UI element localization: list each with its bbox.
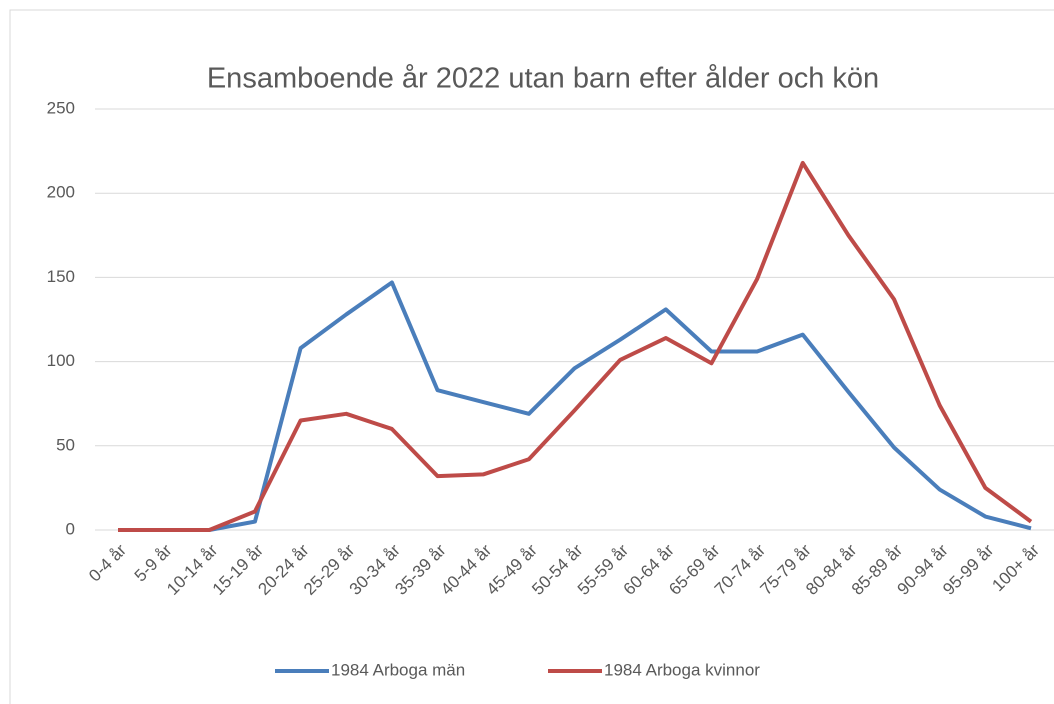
y-tick-label: 50 xyxy=(56,435,75,454)
chart-title: Ensamboende år 2022 utan barn efter ålde… xyxy=(207,63,879,95)
y-tick-label: 100 xyxy=(47,351,75,370)
y-tick-label: 200 xyxy=(47,183,75,202)
line-series xyxy=(118,160,1033,532)
chart-border xyxy=(9,9,1054,704)
legend-label: 1984 Arboga kvinnor xyxy=(604,660,760,679)
y-tick-label: 150 xyxy=(47,267,75,286)
y-tick-label: 0 xyxy=(66,519,75,538)
legend-label: 1984 Arboga män xyxy=(331,660,465,679)
line-series xyxy=(118,280,1032,532)
y-tick-label: 250 xyxy=(47,98,75,117)
